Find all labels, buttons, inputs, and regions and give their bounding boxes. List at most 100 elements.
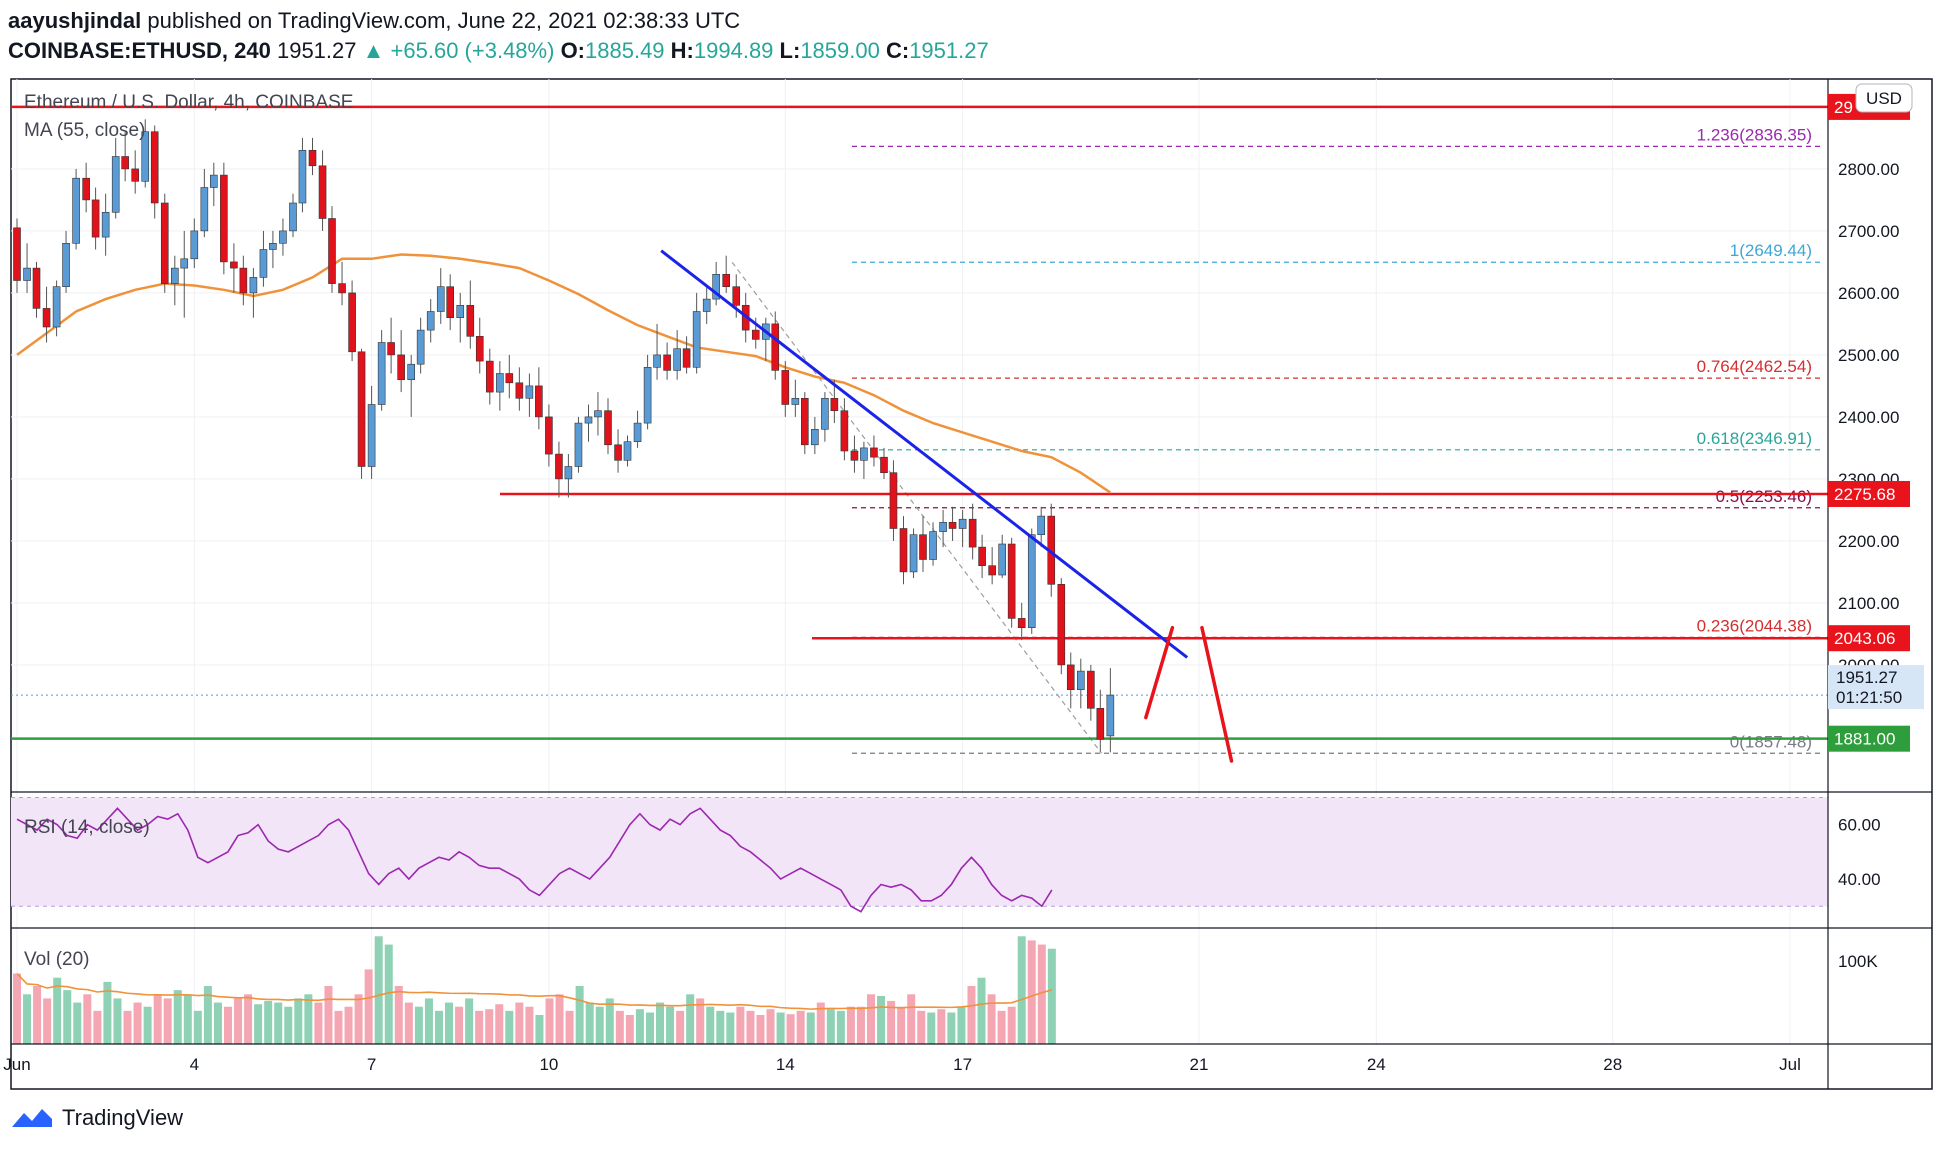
projection-arrow bbox=[1200, 625, 1234, 763]
resistance-price-tag-label: 2043.06 bbox=[1834, 629, 1895, 648]
candle bbox=[830, 379, 839, 424]
volume-bar bbox=[706, 1006, 715, 1044]
candle-body bbox=[190, 230, 199, 260]
candle bbox=[318, 150, 327, 231]
candle-body bbox=[889, 472, 898, 529]
high-label: H: bbox=[670, 38, 694, 63]
candle-body bbox=[515, 382, 524, 399]
candle-body bbox=[604, 410, 612, 446]
candle-body bbox=[614, 444, 622, 461]
candle bbox=[948, 506, 957, 541]
candle bbox=[416, 317, 425, 374]
candle-body bbox=[72, 177, 80, 244]
volume-bar bbox=[605, 998, 614, 1044]
volume-bar bbox=[495, 1004, 504, 1044]
candle-body bbox=[170, 267, 179, 284]
volume-bar bbox=[676, 1010, 685, 1044]
ohlc-line: COINBASE:ETHUSD, 240 1951.27 ▲ +65.60 (+… bbox=[8, 36, 989, 66]
candle bbox=[150, 125, 159, 219]
volume-bar bbox=[997, 1010, 1006, 1044]
candle-body bbox=[456, 304, 465, 318]
candle bbox=[880, 447, 888, 479]
candle-body bbox=[821, 397, 829, 430]
volume-bar bbox=[716, 1010, 725, 1044]
candle-body bbox=[200, 187, 209, 232]
candle-body bbox=[239, 267, 248, 294]
candle-body bbox=[42, 308, 51, 328]
candle-body bbox=[82, 177, 90, 201]
candle bbox=[190, 218, 199, 269]
candle bbox=[968, 503, 977, 560]
candle-body bbox=[722, 273, 731, 287]
currency-badge[interactable]: USD bbox=[1855, 83, 1913, 113]
candle-body bbox=[485, 360, 494, 393]
volume-bar bbox=[465, 998, 474, 1044]
candle bbox=[860, 441, 868, 479]
candle bbox=[220, 162, 228, 275]
rsi-legend: RSI (14, close) bbox=[24, 817, 150, 838]
candle bbox=[1066, 652, 1075, 709]
resistance-price-tag bbox=[1828, 480, 1910, 507]
volume-bar bbox=[947, 1012, 956, 1044]
candle bbox=[446, 274, 455, 331]
support-price-tag bbox=[1828, 725, 1910, 752]
candle-body bbox=[998, 543, 1006, 576]
time-tick-label: 7 bbox=[367, 1055, 376, 1074]
candle bbox=[308, 137, 317, 176]
candle bbox=[663, 342, 671, 380]
candle bbox=[23, 243, 31, 293]
candle-body bbox=[978, 546, 986, 566]
candle-body bbox=[1037, 515, 1046, 535]
candle-body bbox=[594, 410, 602, 418]
candle bbox=[485, 348, 494, 405]
volume-bar bbox=[967, 986, 976, 1044]
volume-bar bbox=[133, 1002, 142, 1044]
symbol-label: COINBASE:ETHUSD, 240 bbox=[8, 38, 271, 63]
candle-body bbox=[496, 373, 504, 393]
fib-level-label: 0(1857.48) bbox=[1730, 732, 1812, 751]
candle bbox=[791, 379, 800, 417]
brand-name[interactable]: TradingView bbox=[62, 1105, 184, 1130]
candle-body bbox=[505, 373, 514, 384]
volume-bar bbox=[324, 986, 333, 1044]
candle-body bbox=[249, 277, 258, 294]
change-up-icon: ▲ bbox=[362, 38, 385, 63]
time-tick-label: 17 bbox=[953, 1055, 972, 1074]
volume-bar bbox=[193, 1010, 202, 1044]
candle bbox=[505, 354, 514, 399]
candle bbox=[249, 268, 258, 318]
candle-body bbox=[298, 150, 307, 204]
volume-tick-label: 100K bbox=[1838, 952, 1878, 971]
candle-body bbox=[150, 131, 159, 204]
candle-body bbox=[416, 329, 425, 365]
candle bbox=[180, 230, 189, 318]
volume-bar bbox=[796, 1010, 805, 1044]
candle-body bbox=[101, 212, 110, 238]
publisher-name[interactable]: aayushjindal bbox=[8, 8, 142, 33]
candle bbox=[426, 299, 435, 343]
candle-body bbox=[1066, 664, 1075, 691]
candle bbox=[604, 398, 612, 455]
candle-body bbox=[929, 531, 937, 560]
candle bbox=[515, 367, 524, 411]
volume-bar bbox=[917, 1010, 926, 1044]
candle-body bbox=[210, 174, 218, 188]
candle-body bbox=[1027, 534, 1036, 629]
volume-bar bbox=[334, 1010, 343, 1044]
grid-lines bbox=[11, 79, 1828, 1044]
candle-body bbox=[702, 298, 711, 312]
candle bbox=[702, 286, 711, 324]
volume-bar bbox=[866, 994, 875, 1044]
candle-body bbox=[870, 447, 878, 458]
candle-body bbox=[811, 428, 819, 446]
candle bbox=[1057, 578, 1066, 675]
candle-body bbox=[121, 156, 129, 170]
candle-body bbox=[407, 363, 415, 381]
low-value: 1859.00 bbox=[800, 38, 880, 63]
volume-bar bbox=[284, 1006, 293, 1044]
volume-bar bbox=[977, 977, 986, 1044]
volume-bar bbox=[244, 994, 253, 1044]
candle-body bbox=[732, 286, 741, 306]
volume-bar bbox=[666, 1006, 675, 1044]
